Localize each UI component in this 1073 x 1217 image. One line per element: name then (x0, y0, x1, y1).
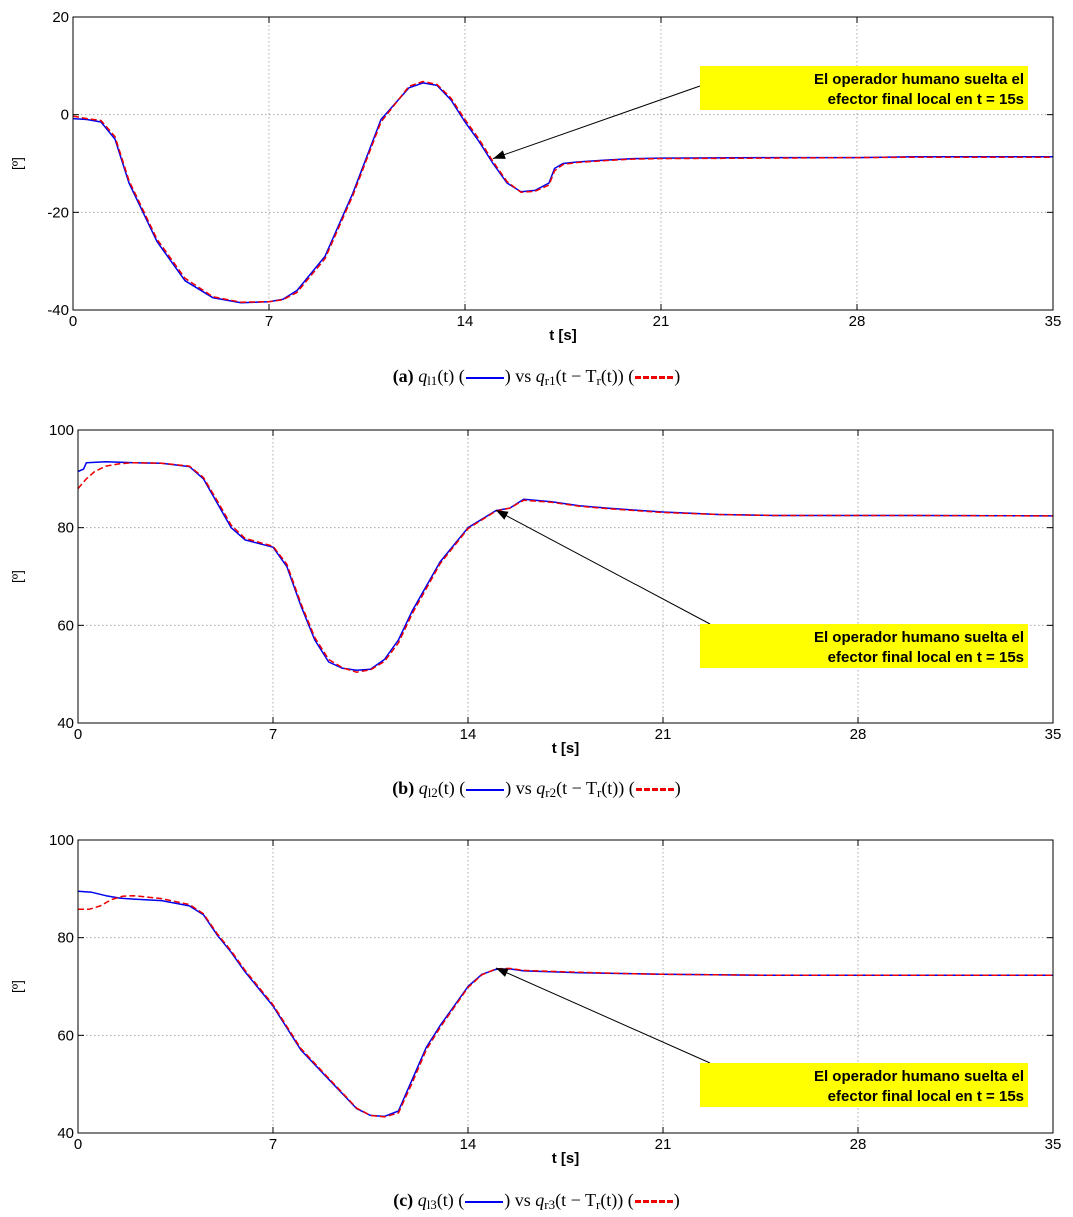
x-tick-label: 14 (460, 726, 477, 743)
x-tick-label: 21 (655, 726, 672, 743)
annotation-box (700, 1063, 1028, 1107)
annotation-text-line2: efector final local en t = 15s (828, 91, 1024, 108)
y-tick-label: 60 (57, 617, 74, 634)
annotation-arrow-head (495, 510, 509, 520)
annotation-box (700, 66, 1028, 110)
series-1-line (72, 82, 1053, 304)
annotation-arrow-head (495, 967, 509, 977)
x-tick-label: 28 (850, 1136, 867, 1153)
series-2-line (78, 894, 1053, 1118)
x-tick-label: 35 (1045, 313, 1062, 330)
annotation-arrow-line (495, 509, 711, 625)
x-tick-label: 28 (850, 726, 867, 743)
annotation-text-line2: efector final local en t = 15s (828, 1088, 1024, 1105)
axes-frame (77, 429, 1054, 724)
annotation-arrow-line (492, 85, 701, 160)
annotation-text-line1: El operador humano suelta el (814, 629, 1024, 646)
caption-label: (c) (393, 1190, 414, 1210)
x-tick-label: 7 (269, 726, 277, 743)
x-tick-label: 35 (1045, 726, 1062, 743)
y-tick-label: 40 (57, 715, 74, 732)
x-tick-label: 28 (849, 313, 866, 330)
caption-a: (a) ql1(t) () vs qr1(t − Tr(t)) () (392, 366, 681, 388)
chart-c: 0 7 14 21 28 35 40 60 80 100 t [s] [º] El operador h… (9, 832, 1061, 1167)
x-tick-label: 7 (269, 1136, 277, 1153)
caption-label: (a) (392, 366, 414, 386)
x-axis-label: t [s] (549, 327, 577, 344)
legend-dashed-line (635, 376, 674, 380)
caption-label: (b) (392, 778, 415, 798)
annotation-text-line2: efector final local en t = 15s (828, 649, 1024, 666)
y-tick-label: 100 (49, 422, 74, 439)
y-tick-label: 20 (52, 9, 69, 26)
y-tick-label: -20 (47, 204, 69, 221)
y-axis-label: [º] (9, 570, 25, 583)
series-2-line (72, 80, 1053, 303)
legend-solid-line (465, 376, 504, 379)
legend-dashed-line (635, 788, 674, 792)
legend-solid-line (465, 1200, 504, 1203)
y-tick-label: 40 (57, 1125, 74, 1142)
annotation-text-line1: El operador humano suelta el (814, 71, 1024, 88)
x-axis-label: t [s] (552, 1150, 580, 1167)
annotation-box (700, 624, 1028, 668)
series-2-line (77, 461, 1054, 673)
axes-frame (72, 16, 1054, 311)
annotation-arrow-line (495, 967, 711, 1064)
y-tick-label: 100 (49, 832, 74, 849)
y-axis-label: [º] (9, 157, 25, 170)
x-tick-label: 14 (457, 313, 474, 330)
legend-dashed-line (634, 1200, 673, 1204)
chart-a: 0 7 14 21 28 35 -40 -20 0 20 t [s] [º] El operador h… (9, 9, 1061, 344)
y-tick-label: -40 (47, 302, 69, 319)
caption-c: (c) ql3(t) () vs qr3(t − Tr(t)) () (393, 1190, 680, 1212)
y-axis-label: [º] (9, 980, 25, 993)
annotation-arrow-head (493, 150, 506, 159)
plot-area (78, 430, 1053, 723)
x-axis-label: t [s] (552, 740, 580, 757)
x-tick-label: 0 (74, 1136, 82, 1153)
y-tick-label: 80 (57, 930, 74, 947)
y-tick-label: 60 (57, 1027, 74, 1044)
x-tick-label: 21 (653, 313, 670, 330)
x-tick-label: 14 (460, 1136, 477, 1153)
x-tick-label: 0 (74, 726, 82, 743)
legend-solid-line (466, 788, 505, 791)
x-tick-label: 35 (1045, 1136, 1062, 1153)
x-tick-label: 21 (655, 1136, 672, 1153)
x-tick-label: 7 (265, 313, 273, 330)
x-tick-label: 0 (69, 313, 77, 330)
caption-b: (b) ql2(t) () vs qr2(t − Tr(t)) () (392, 778, 681, 800)
y-tick-label: 80 (57, 520, 74, 537)
annotation-text-line1: El operador humano suelta el (814, 1068, 1024, 1085)
y-tick-label: 0 (61, 107, 69, 124)
chart-b: 0 7 14 21 28 35 40 60 80 100 t [s] [º] El operador h… (9, 422, 1061, 757)
axes-frame (77, 839, 1054, 1134)
